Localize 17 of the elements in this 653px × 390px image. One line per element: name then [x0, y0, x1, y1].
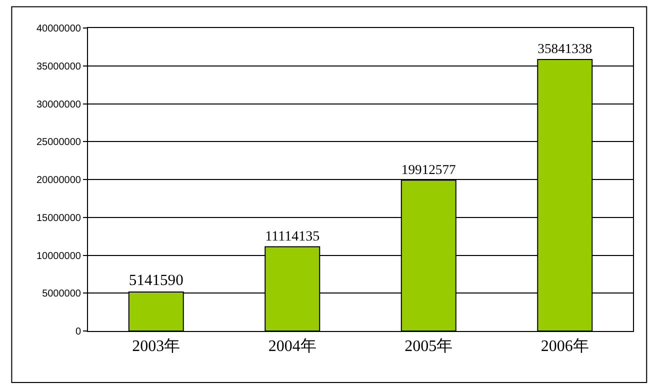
y-tick-label: 10000000 — [36, 250, 82, 262]
y-tick-label: 40000000 — [36, 24, 82, 34]
data-label: 35841338 — [538, 41, 592, 56]
y-tick-label: 0 — [75, 326, 82, 338]
y-tick-label: 25000000 — [36, 137, 82, 148]
y-tick-label: 35000000 — [36, 61, 82, 72]
y-tick-label: 15000000 — [36, 212, 82, 224]
y-tick-label: 30000000 — [36, 99, 82, 110]
x-tick-label: 2003年 — [132, 338, 180, 356]
x-tick-label: 2004年 — [268, 338, 316, 356]
data-label: 19912577 — [401, 162, 456, 177]
y-tick-label: 20000000 — [36, 175, 82, 186]
data-label: 5141590 — [128, 272, 184, 290]
y-tick-label: 5000000 — [42, 288, 82, 300]
x-tick-label: 2005年 — [404, 338, 453, 356]
data-label: 11114135 — [265, 229, 320, 244]
x-tick-label: 2006年 — [540, 338, 589, 356]
